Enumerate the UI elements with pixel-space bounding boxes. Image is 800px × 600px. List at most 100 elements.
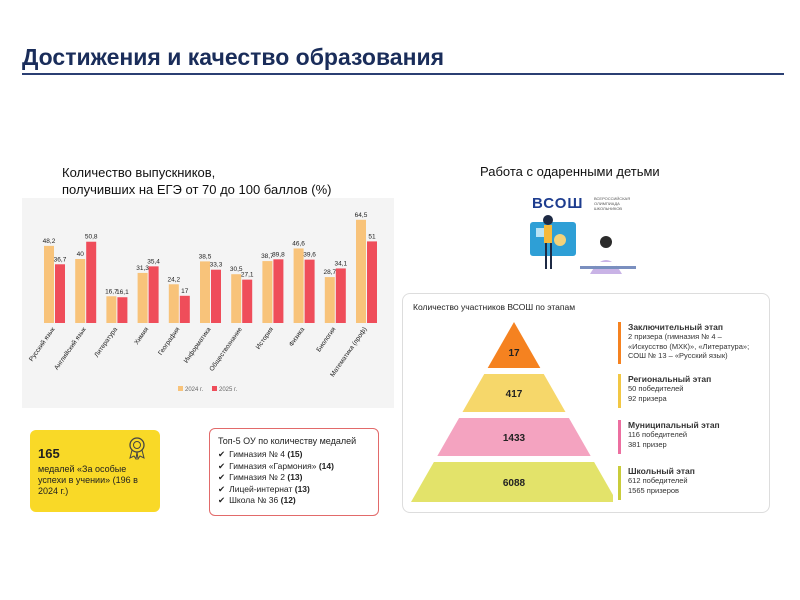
checkmark-icon: ✔ xyxy=(218,483,226,494)
legend-swatch xyxy=(178,386,183,391)
bar xyxy=(168,284,179,323)
medals-card: 165 медалей «За особые успехи в учении» … xyxy=(30,430,160,512)
data-label: 39,6 xyxy=(303,252,316,259)
data-label: 28,7 xyxy=(323,269,336,276)
x-tick-label: Английский язык xyxy=(52,325,88,371)
bar xyxy=(44,245,54,323)
bar xyxy=(55,264,65,323)
stage-name: Региональный этап xyxy=(628,374,712,384)
bar xyxy=(231,274,242,323)
checkmark-icon: ✔ xyxy=(218,495,226,505)
list-item: ✔ Гимназия «Гармония» (14) xyxy=(218,460,334,471)
pyramid-level xyxy=(487,322,541,368)
list-item: ✔ Гимназия № 4 (15) xyxy=(218,449,303,459)
data-label: 27,1 xyxy=(241,272,254,279)
x-tick-label: Обществознание xyxy=(208,325,245,372)
stage-color-bar xyxy=(618,322,621,364)
stage-school: Школьный этап 612 победителей 1565 призе… xyxy=(618,466,768,500)
checkmark-icon: ✔ xyxy=(218,472,226,482)
stage-color-bar xyxy=(618,420,621,454)
top5-list: ✔ Гимназия № 4 (15) ✔ Гимназия «Гармония» … xyxy=(218,449,378,507)
stage-name: Школьный этап xyxy=(628,466,695,476)
vsosh-logo-subtitle: ВСЕРОССИЙСКАЯ ОЛИМПИАДА ШКОЛЬНИКОВ xyxy=(594,196,631,211)
medals-text: медалей «За особые успехи в учении» (196… xyxy=(38,464,138,496)
list-item: ✔ Лицей-интернат (13) xyxy=(218,483,310,494)
vsosh-pyramid: 17 417 1433 6088 xyxy=(411,322,613,502)
data-label: 17 xyxy=(181,288,189,295)
list-item: ✔ Школа № 36 (12) xyxy=(218,495,296,505)
stage-name: Муниципальный этап xyxy=(628,420,720,430)
x-tick-label: Химия xyxy=(133,326,150,346)
legend-label: 2024 г. xyxy=(185,387,203,393)
data-label: 64,5 xyxy=(355,212,368,219)
bar xyxy=(211,269,221,323)
x-tick-label: Математика (проф) xyxy=(329,326,369,378)
data-label: 33,3 xyxy=(210,262,223,269)
title-divider xyxy=(22,73,784,75)
x-tick-label: История xyxy=(255,326,275,351)
vsosh-panel: Количество участников ВСОШ по этапам 17 4… xyxy=(402,293,770,513)
data-label: 16,1 xyxy=(116,289,129,296)
vsosh-panel-title: Количество участников ВСОШ по этапам xyxy=(413,302,576,312)
top5-title: Топ-5 ОУ по количеству медалей xyxy=(218,436,357,446)
data-label: 30,5 xyxy=(230,266,243,273)
pyramid-level xyxy=(462,374,566,412)
bar xyxy=(200,261,210,323)
ege-bar-chart: 48,2 36,7 Русский язык 40 50,8 Английский язы… xyxy=(27,212,377,393)
stage-color-bar xyxy=(618,374,621,408)
data-label: 35,4 xyxy=(147,258,160,265)
checkmark-icon: ✔ xyxy=(218,449,226,459)
data-label: 51 xyxy=(368,233,376,240)
bar xyxy=(273,259,284,323)
pyramid-value: 6088 xyxy=(503,478,526,489)
bar xyxy=(117,297,128,323)
bar xyxy=(335,268,346,323)
stage-municipal: Муниципальный этап 116 победителей 381 п… xyxy=(618,420,768,454)
bar xyxy=(262,261,273,323)
medals-count: 165 xyxy=(38,446,60,461)
bar xyxy=(304,259,315,323)
bar xyxy=(148,266,159,323)
pyramid-level xyxy=(411,462,613,502)
bar xyxy=(242,279,253,323)
pyramid-value: 417 xyxy=(506,389,523,400)
stage-color-bar xyxy=(618,466,621,500)
list-item: ✔ Гимназия № 2 (13) xyxy=(218,472,303,482)
pyramid-level xyxy=(437,418,591,456)
legend-label: 2025 г. xyxy=(219,387,237,393)
data-label: 46,6 xyxy=(292,240,305,247)
data-label: 50,8 xyxy=(85,234,98,241)
bar xyxy=(106,296,117,323)
data-label: 34,1 xyxy=(334,260,347,267)
bar xyxy=(293,248,304,323)
bar xyxy=(137,272,148,323)
data-label: 31,3 xyxy=(136,265,149,272)
x-tick-label: Информатика xyxy=(183,326,213,365)
top5-panel: Топ-5 ОУ по количеству медалей ✔ Гимназия… xyxy=(209,428,379,516)
data-label: 48,2 xyxy=(43,238,56,245)
chart-title: Количество выпускников, получивших на ЕГ… xyxy=(62,165,332,197)
bar xyxy=(367,241,377,323)
pyramid-value: 1433 xyxy=(503,433,526,444)
x-tick-label: Физика xyxy=(288,326,306,348)
bar xyxy=(324,277,335,323)
data-label: 16,7 xyxy=(105,288,118,295)
bar xyxy=(86,241,97,323)
students-illustration xyxy=(530,215,636,274)
page-title: Достижения и качество образования xyxy=(22,44,445,70)
bar xyxy=(75,259,86,323)
vsosh-logo: ВСОШ xyxy=(532,195,584,212)
x-tick-label: Биология xyxy=(315,326,337,354)
data-label: 38,7 xyxy=(261,253,274,260)
data-label: 40 xyxy=(77,251,85,258)
bar xyxy=(356,219,366,323)
medal-icon xyxy=(129,437,145,460)
data-label: 38,5 xyxy=(199,253,212,260)
stage-final: Заключительный этап 2 призера (гимназия … xyxy=(618,322,768,364)
legend-swatch xyxy=(212,386,217,391)
bar xyxy=(179,295,190,323)
gifted-title: Работа с одаренными детьми xyxy=(480,164,660,179)
data-label: 36,7 xyxy=(54,256,67,263)
pyramid-value: 17 xyxy=(508,348,520,359)
x-tick-label: География xyxy=(157,326,182,357)
